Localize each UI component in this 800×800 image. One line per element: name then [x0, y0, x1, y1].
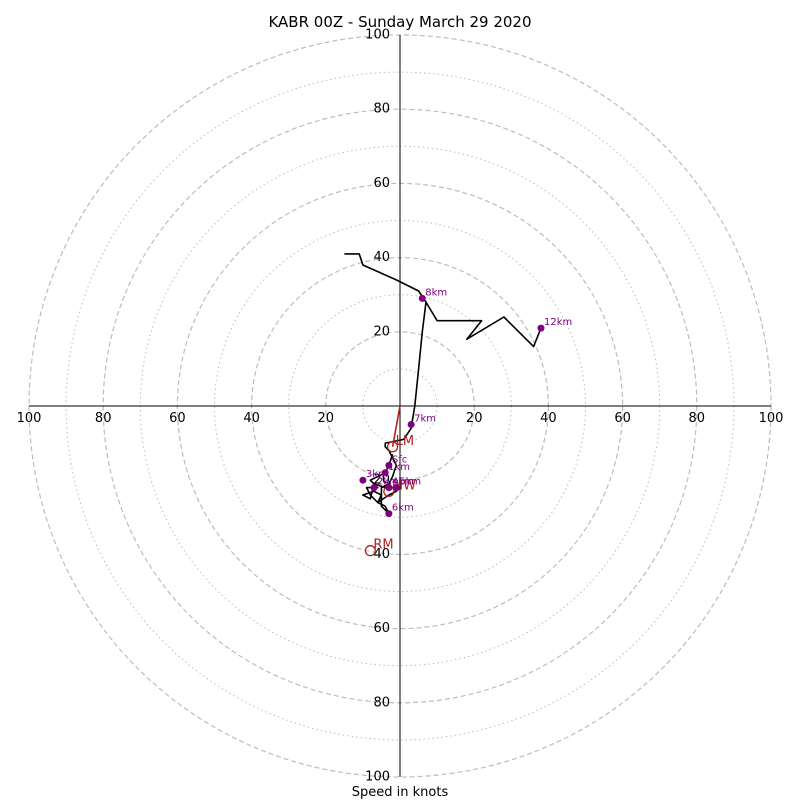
height-marker [359, 476, 367, 484]
storm-motion-label: LM [396, 434, 414, 449]
tick-label: 20 [373, 324, 390, 339]
height-marker [385, 510, 393, 518]
height-label: 8km [425, 287, 447, 298]
x-axis-label: Speed in knots [352, 785, 449, 800]
height-label: 7km [414, 414, 436, 425]
height-marker [392, 484, 400, 492]
height-label: 2km [377, 477, 399, 488]
height-marker [537, 324, 545, 332]
height-label: 5km [399, 477, 421, 488]
tick-label: 80 [95, 411, 112, 426]
height-marker [407, 421, 415, 429]
shear-vector [391, 405, 401, 447]
height-label: 3km [366, 469, 388, 480]
storm-motion-label: RM [373, 538, 393, 553]
tick-label: 60 [169, 411, 186, 426]
tick-label: 100 [17, 411, 42, 426]
tick-label: 40 [243, 411, 260, 426]
trace-line-upper [344, 253, 427, 303]
tick-label: 20 [318, 411, 335, 426]
tick-labels: 2020202040404040606060608080808010010010… [17, 28, 784, 785]
height-marker [370, 484, 378, 492]
height-label: 12km [544, 317, 572, 328]
height-marker [385, 461, 393, 469]
tick-label: 100 [365, 770, 390, 785]
height-label: 4km [392, 477, 414, 488]
tick-label: 60 [373, 621, 390, 636]
height-label: Sfc [392, 454, 407, 465]
tick-label: 40 [373, 547, 390, 562]
tick-label: 80 [373, 695, 390, 710]
tick-label: 40 [373, 250, 390, 265]
height-marker [381, 469, 389, 477]
height-label: 6km [392, 503, 414, 514]
storm-motion-marker [364, 545, 376, 557]
tick-label: 40 [540, 411, 557, 426]
hodograph-trace [344, 253, 542, 515]
trace-line [362, 301, 542, 515]
chart-title: KABR 00Z - Sunday March 29 2020 [268, 13, 531, 31]
height-label: 1km [388, 462, 410, 473]
tick-label: 60 [614, 411, 631, 426]
tick-label: 80 [373, 102, 390, 117]
tick-label: 20 [466, 411, 483, 426]
height-marker [385, 484, 393, 492]
tick-label: 100 [365, 28, 390, 43]
height-marker [418, 294, 426, 302]
storm-motion-marker [386, 441, 399, 453]
tick-label: 100 [759, 411, 784, 426]
tick-label: 80 [689, 411, 706, 426]
tick-label: 60 [373, 176, 390, 191]
